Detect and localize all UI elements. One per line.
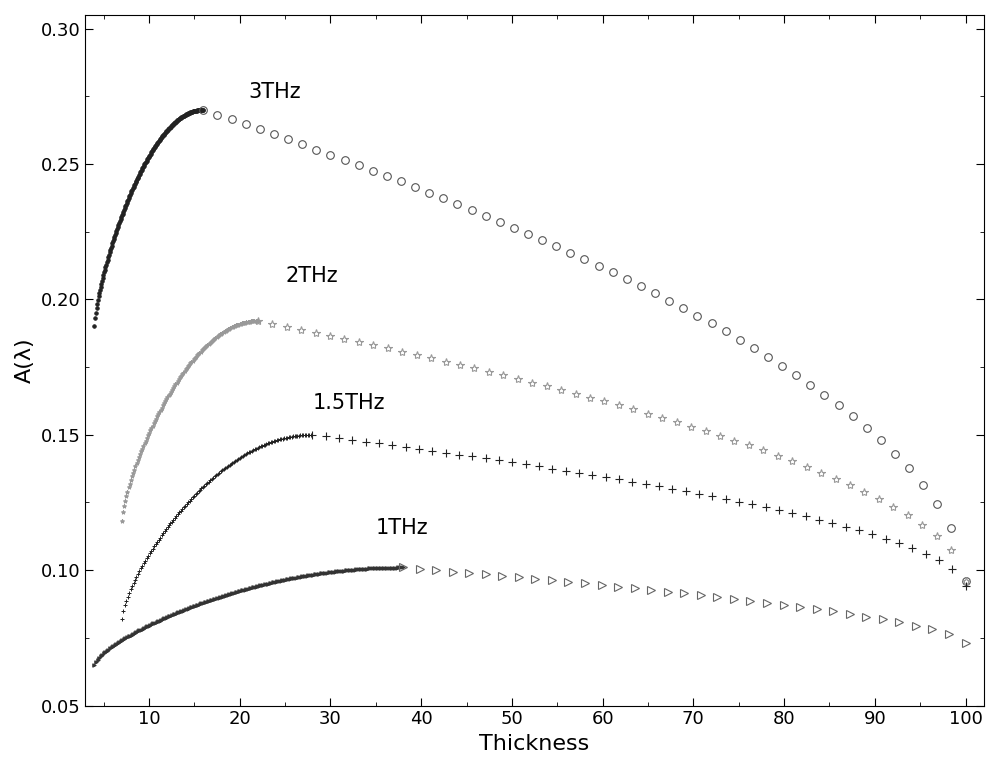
Text: 2THz: 2THz <box>285 266 338 286</box>
Text: 1.5THz: 1.5THz <box>312 393 385 413</box>
Text: 3THz: 3THz <box>249 82 301 102</box>
X-axis label: Thickness: Thickness <box>479 734 590 754</box>
Text: 1THz: 1THz <box>376 518 428 538</box>
Y-axis label: A(λ): A(λ) <box>15 338 35 383</box>
